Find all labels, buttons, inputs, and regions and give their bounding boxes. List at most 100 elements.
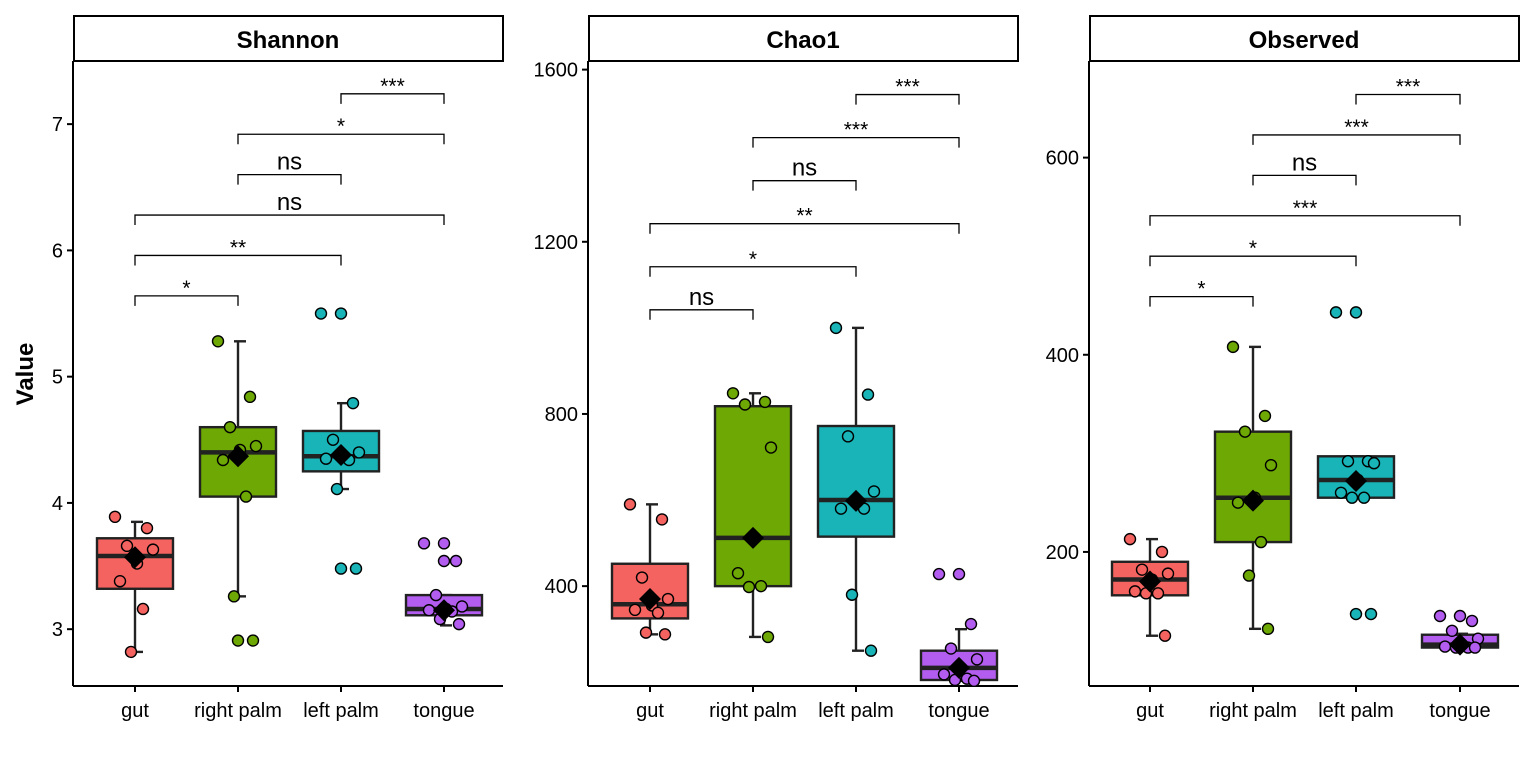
significance-label: * xyxy=(749,248,757,271)
data-point xyxy=(1261,622,1275,636)
mean-marker xyxy=(124,546,146,569)
box-iqr xyxy=(1213,430,1293,544)
significance-label: * xyxy=(1197,278,1205,301)
x-tick-label: right palm xyxy=(1209,700,1297,722)
significance-label: ns xyxy=(277,149,302,176)
outlier-point xyxy=(334,307,348,320)
significance-bracket: ns xyxy=(649,284,754,320)
y-tick-label: 4 xyxy=(52,493,63,515)
mean-marker xyxy=(639,588,661,611)
bracket-line xyxy=(649,266,857,277)
outlier-point xyxy=(437,554,451,568)
data-point xyxy=(829,321,843,335)
mean-marker xyxy=(948,656,970,679)
mean-marker xyxy=(330,443,352,466)
data-point xyxy=(1158,629,1172,642)
panel-observed: Observed 200 400 600 gut right palm left palm t… xyxy=(1046,15,1520,722)
bracket-line xyxy=(1252,134,1461,145)
data-point xyxy=(655,513,669,526)
significance-bracket: * xyxy=(237,115,445,145)
data-point xyxy=(249,439,263,453)
data-point xyxy=(861,388,875,401)
data-point xyxy=(623,498,637,511)
data-point xyxy=(731,567,745,580)
x-tick-label: tongue xyxy=(928,700,989,722)
box-gut xyxy=(1110,532,1190,642)
bracket-line xyxy=(134,214,445,226)
data-point xyxy=(1468,641,1482,654)
outlier-point xyxy=(1453,609,1467,623)
box-tongue xyxy=(919,567,999,688)
data-point xyxy=(1433,609,1447,623)
significance-bracket: *** xyxy=(855,76,960,105)
data-point xyxy=(761,630,775,644)
data-point xyxy=(140,521,154,535)
data-point xyxy=(1123,532,1137,546)
significance-label: ** xyxy=(796,205,812,228)
data-point xyxy=(1334,486,1348,499)
data-point xyxy=(1161,567,1175,580)
significance-label: ns xyxy=(1292,149,1317,176)
significance-bracket: ** xyxy=(649,205,960,234)
outlier-point xyxy=(437,537,451,550)
data-point xyxy=(1128,585,1142,598)
bracket-line xyxy=(855,93,960,105)
panel-title: Shannon xyxy=(237,27,340,54)
data-point xyxy=(651,606,665,620)
panel-title: Chao1 xyxy=(766,27,839,54)
data-point xyxy=(1238,425,1252,438)
box-tongue xyxy=(1420,609,1500,656)
y-tick-label: 400 xyxy=(545,576,578,598)
data-point xyxy=(1242,569,1256,582)
mean-marker xyxy=(433,599,455,622)
data-point xyxy=(1155,545,1169,559)
data-point xyxy=(1254,535,1268,549)
mean-marker xyxy=(1139,570,1161,593)
data-point xyxy=(967,674,981,688)
data-point xyxy=(314,307,328,320)
box-iqr xyxy=(713,405,793,588)
data-point xyxy=(635,571,649,584)
data-point xyxy=(628,603,642,617)
data-point xyxy=(1357,491,1371,504)
significance-bracket: ns xyxy=(1252,149,1357,186)
mean-marker xyxy=(1345,469,1367,492)
data-point xyxy=(422,604,436,617)
data-point xyxy=(1367,457,1381,470)
bracket-line xyxy=(134,254,342,266)
box-right-palm xyxy=(198,335,278,647)
significance-bracket: ns xyxy=(134,189,445,226)
y-tick-label: 1600 xyxy=(534,60,579,82)
data-point xyxy=(455,600,469,613)
y-tick-label: 1200 xyxy=(534,232,579,254)
data-point xyxy=(452,617,466,631)
significance-label: ns xyxy=(689,284,714,311)
data-point xyxy=(1258,409,1272,423)
outlier-point xyxy=(1349,306,1363,319)
bracket-line xyxy=(649,309,754,320)
box-iqr xyxy=(816,424,896,538)
significance-bracket: * xyxy=(649,248,857,277)
data-point xyxy=(1151,587,1165,600)
data-point xyxy=(146,543,160,556)
data-point xyxy=(867,485,881,498)
data-point xyxy=(349,562,363,575)
box-gut xyxy=(610,498,690,641)
data-point xyxy=(1226,340,1240,354)
data-point xyxy=(1438,640,1452,653)
significance-bracket: ** xyxy=(134,236,342,266)
x-tick-label: right palm xyxy=(709,700,797,722)
significance-label: *** xyxy=(1344,116,1369,139)
data-point xyxy=(1231,496,1245,509)
data-point xyxy=(243,390,257,404)
x-tick-label: gut xyxy=(1136,700,1164,722)
box-left-palm xyxy=(816,321,896,657)
significance-label: * xyxy=(182,277,190,300)
significance-bracket: ns xyxy=(237,149,342,185)
x-tick-label: left palm xyxy=(1318,700,1394,722)
data-point xyxy=(346,396,360,410)
significance-label: *** xyxy=(1293,197,1318,220)
box-right-palm xyxy=(713,387,793,644)
significance-bracket: * xyxy=(1149,278,1254,307)
box-right-palm xyxy=(1213,340,1293,636)
